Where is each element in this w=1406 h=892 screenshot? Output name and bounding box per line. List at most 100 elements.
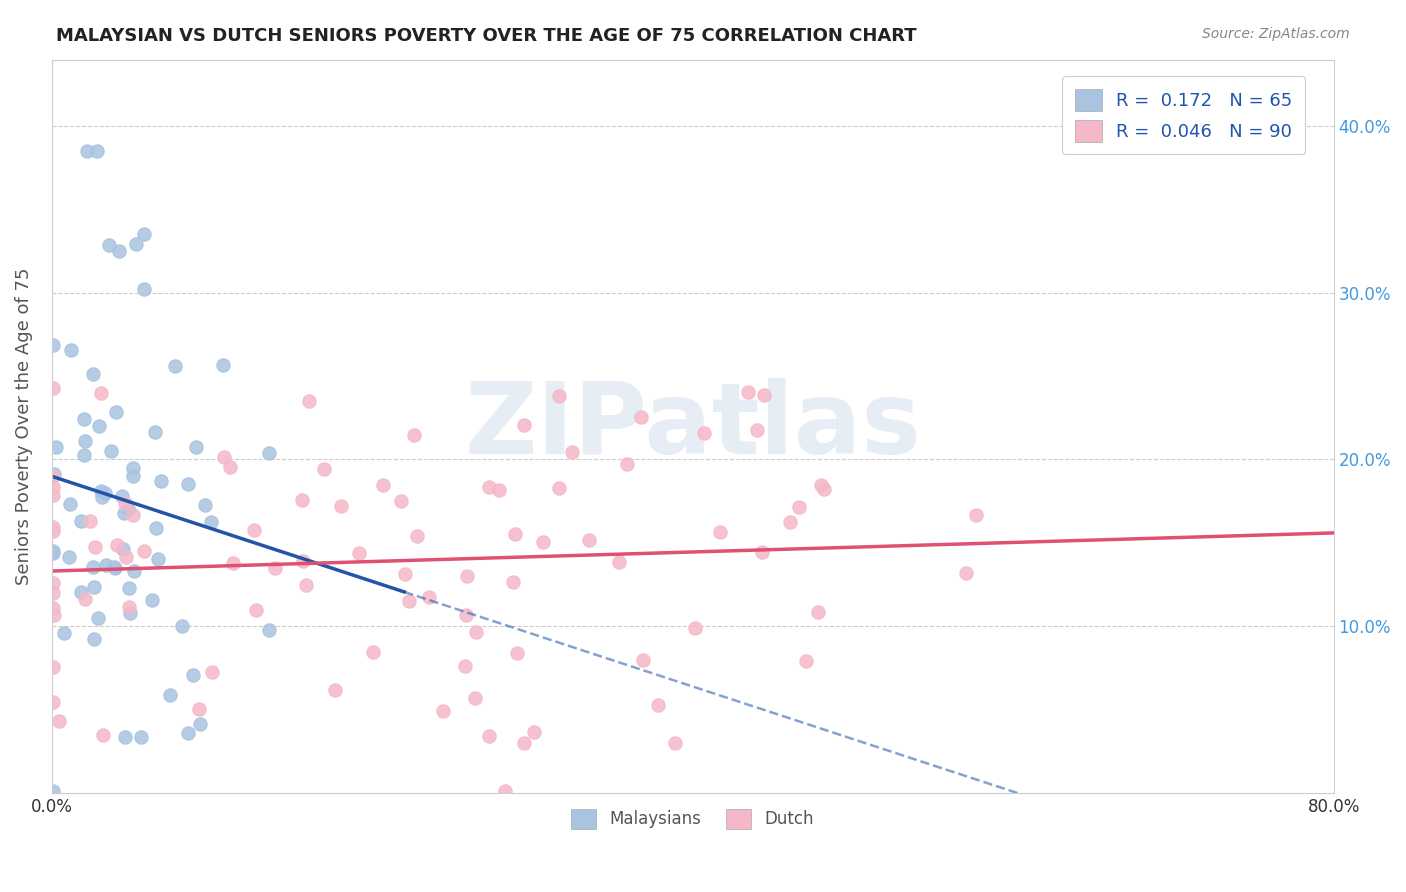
Point xyxy=(131,730,153,744)
Point xyxy=(42,467,65,482)
Point xyxy=(177,477,200,491)
Point xyxy=(79,514,101,528)
Point xyxy=(90,385,112,400)
Text: ZIPatlas: ZIPatlas xyxy=(464,377,921,475)
Point xyxy=(121,460,143,475)
Point xyxy=(114,550,136,565)
Point xyxy=(150,474,173,488)
Point xyxy=(312,461,335,475)
Point xyxy=(389,494,412,508)
Point xyxy=(291,492,314,507)
Point xyxy=(464,624,486,639)
Point xyxy=(145,521,167,535)
Point xyxy=(86,145,108,159)
Point xyxy=(141,592,163,607)
Point xyxy=(87,419,110,434)
Point xyxy=(134,282,156,296)
Point xyxy=(243,523,266,537)
Point xyxy=(42,480,65,494)
Point xyxy=(105,405,128,419)
Point xyxy=(132,227,155,241)
Point xyxy=(177,725,200,739)
Point xyxy=(117,501,139,516)
Point xyxy=(93,486,115,500)
Point xyxy=(692,425,714,440)
Point xyxy=(709,524,731,539)
Point xyxy=(42,488,65,502)
Point xyxy=(292,554,315,568)
Point xyxy=(42,381,65,395)
Point xyxy=(42,783,65,797)
Point xyxy=(187,702,209,716)
Point xyxy=(373,478,395,492)
Point xyxy=(53,625,76,640)
Point xyxy=(616,457,638,471)
Point xyxy=(111,541,134,556)
Point xyxy=(76,145,98,159)
Point xyxy=(163,359,186,373)
Point xyxy=(83,540,105,554)
Point xyxy=(83,632,105,646)
Point xyxy=(478,481,501,495)
Point xyxy=(143,425,166,439)
Point xyxy=(45,441,67,455)
Point xyxy=(42,660,65,674)
Point xyxy=(118,581,141,595)
Y-axis label: Seniors Poverty Over the Age of 75: Seniors Poverty Over the Age of 75 xyxy=(15,268,32,585)
Point xyxy=(42,546,65,560)
Point xyxy=(75,434,97,448)
Point xyxy=(810,478,832,492)
Point xyxy=(73,411,96,425)
Point xyxy=(42,695,65,709)
Point xyxy=(259,623,281,637)
Point xyxy=(118,600,141,615)
Point xyxy=(523,724,546,739)
Point xyxy=(478,729,501,743)
Point xyxy=(42,544,65,558)
Point xyxy=(105,538,128,552)
Point xyxy=(813,482,835,496)
Point xyxy=(122,508,145,523)
Point xyxy=(100,444,122,458)
Point xyxy=(112,506,135,520)
Point xyxy=(59,497,82,511)
Point xyxy=(114,496,136,510)
Point xyxy=(547,389,569,403)
Point xyxy=(90,483,112,498)
Point xyxy=(398,593,420,607)
Point xyxy=(432,704,454,718)
Point xyxy=(560,444,582,458)
Point xyxy=(630,409,652,424)
Point xyxy=(125,236,148,251)
Point xyxy=(194,498,217,512)
Point xyxy=(456,569,478,583)
Point xyxy=(42,575,65,590)
Point xyxy=(70,514,93,528)
Point xyxy=(685,621,707,635)
Point xyxy=(73,448,96,462)
Point xyxy=(609,555,631,569)
Point xyxy=(132,544,155,558)
Point xyxy=(219,459,242,474)
Point xyxy=(406,529,429,543)
Point xyxy=(181,668,204,682)
Point xyxy=(97,238,120,252)
Point xyxy=(245,602,267,616)
Point xyxy=(104,561,127,575)
Point xyxy=(42,601,65,615)
Point xyxy=(506,646,529,660)
Point xyxy=(122,468,145,483)
Point xyxy=(212,359,235,373)
Point xyxy=(42,586,65,600)
Point xyxy=(779,515,801,529)
Point xyxy=(494,784,516,798)
Point xyxy=(75,591,97,606)
Point xyxy=(201,665,224,679)
Point xyxy=(488,483,510,498)
Point xyxy=(42,468,65,483)
Point xyxy=(349,546,371,560)
Point xyxy=(664,736,686,750)
Point xyxy=(631,653,654,667)
Point xyxy=(752,388,775,402)
Point xyxy=(503,526,526,541)
